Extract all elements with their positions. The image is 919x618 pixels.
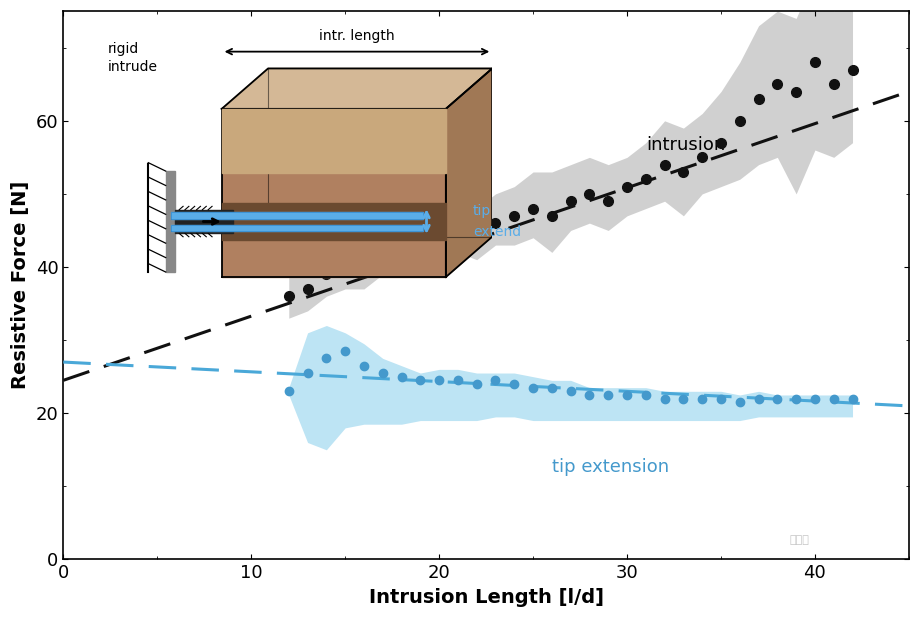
Polygon shape — [446, 69, 492, 277]
Polygon shape — [171, 213, 422, 219]
Polygon shape — [221, 69, 492, 109]
Text: intrusion: intrusion — [645, 136, 724, 154]
Polygon shape — [221, 109, 446, 277]
Text: tip: tip — [472, 205, 491, 218]
Text: intr. length: intr. length — [319, 29, 394, 43]
Polygon shape — [221, 203, 446, 240]
Polygon shape — [176, 210, 233, 234]
Text: tip extension: tip extension — [551, 458, 668, 476]
Text: extend: extend — [472, 225, 520, 239]
Text: intrude: intrude — [108, 60, 157, 74]
Text: 量子位: 量子位 — [789, 535, 808, 545]
Polygon shape — [171, 224, 422, 231]
Bar — [165, 171, 176, 272]
Polygon shape — [221, 109, 446, 173]
X-axis label: Intrusion Length [l/d]: Intrusion Length [l/d] — [369, 588, 603, 607]
Text: rigid: rigid — [108, 41, 139, 56]
Y-axis label: Resistive Force [N]: Resistive Force [N] — [11, 181, 30, 389]
